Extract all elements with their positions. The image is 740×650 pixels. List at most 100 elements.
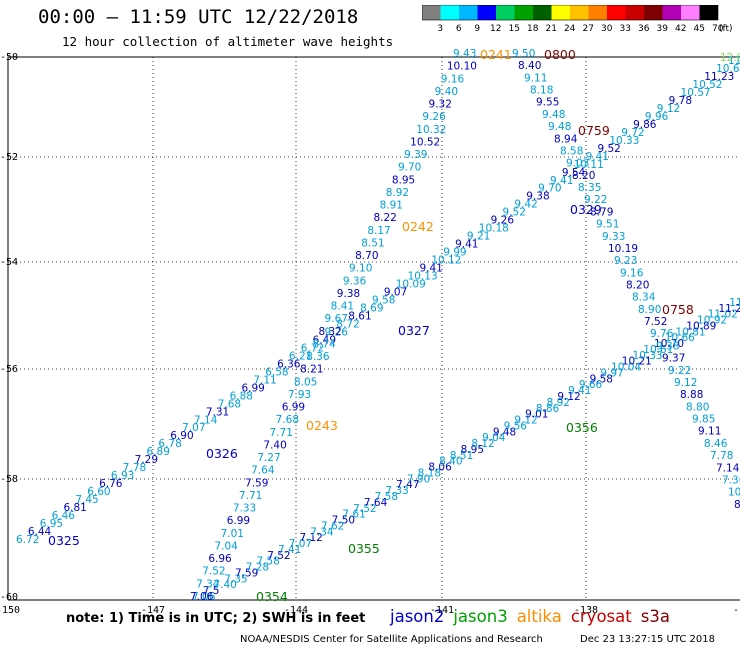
wave-height-label: 8.92 — [547, 397, 570, 409]
wave-height-label: 8.95 — [461, 444, 484, 456]
wave-height-label: 7.14 — [194, 414, 218, 426]
colorbar-level: 45 — [694, 24, 705, 34]
wave-height-label: 7.59 — [235, 567, 258, 579]
wave-height-label: 6.44 — [28, 526, 52, 538]
latitude-label: -52 — [0, 152, 18, 163]
map-title: 00:00 – 11:59 UTC 12/22/2018 — [38, 6, 359, 28]
wave-height-label: 10.32 — [416, 124, 446, 136]
track-cryosat: 9.508.409.118.189.559.489.488.948.589.03… — [512, 47, 740, 511]
wave-height-label: 6.81 — [63, 502, 86, 514]
wave-height-label: 6.90 — [170, 430, 193, 442]
wave-height-label: 9.41 — [586, 151, 609, 163]
wave-height-label: 9.54 — [562, 167, 586, 179]
wave-height-label: 9.56 — [504, 420, 528, 432]
track-time-label: 0758 — [662, 302, 694, 317]
wave-height-label: 8.40 — [518, 60, 541, 72]
wave-height-label: 8.22 — [373, 212, 396, 224]
wave-height-label: 9.78 — [669, 95, 692, 107]
wave-height-label: 9.38 — [656, 340, 679, 352]
wave-height-label: 9.86 — [633, 119, 657, 131]
wave-height-label: 11.56 — [728, 55, 740, 67]
wave-height-label: 7.64 — [364, 497, 388, 509]
wave-height-label: 10.19 — [608, 243, 638, 255]
wave-height-label: 11.23 — [704, 71, 734, 83]
wave-height-label: 11.23 — [719, 303, 740, 315]
wave-height-label: 10.70 — [654, 338, 684, 350]
wave-height-label: 8.18 — [418, 467, 441, 479]
wave-height-label: 9.33 — [602, 231, 625, 243]
colorbar-level: 3 — [437, 24, 443, 34]
track-time-label: 0243 — [306, 418, 338, 433]
track-time-label: 0241 — [480, 47, 512, 62]
footer-credit: NOAA/NESDIS Center for Satellite Applica… — [240, 634, 543, 645]
wave-height-label: 8.21 — [300, 364, 323, 376]
wave-height-label: 7.33 — [233, 503, 256, 515]
wave-height-label: 9.67 — [325, 313, 348, 325]
wave-height-label: 10.66 — [665, 332, 695, 344]
wave-height-label: 7.52 — [644, 316, 667, 328]
wave-height-label: 8.88 — [680, 389, 703, 401]
colorbar-swatch — [496, 5, 515, 20]
wave-height-label: 6.99 — [227, 515, 250, 527]
colorbar-swatch — [681, 5, 700, 20]
track-altika: 9.4310.109.169.409.329.2610.3210.529.399… — [190, 47, 512, 603]
colorbar-level: 24 — [564, 24, 576, 34]
wave-height-label: 9.66 — [579, 379, 603, 391]
wave-height-label: 8.36 — [306, 351, 330, 363]
longitude-label: -147 — [141, 605, 165, 616]
corner-label: 12.0 — [720, 52, 740, 64]
wave-height-label: 9.43 — [453, 48, 476, 60]
wave-height-label: 10.10 — [447, 61, 477, 73]
latitude-label: -56 — [0, 364, 18, 375]
wave-height-label: 9.12 — [657, 103, 680, 115]
wave-height-label: 10.33 — [609, 135, 639, 147]
colorbar-level: 30 — [601, 24, 613, 34]
colorbar-swatch — [625, 5, 644, 20]
latitude-label: -50 — [0, 52, 18, 63]
wave-height-label: 10.12 — [431, 255, 461, 267]
wave-height-label: 7.58 — [256, 556, 279, 568]
legend-item-jason2: jason2 — [390, 607, 445, 626]
wave-height-label: 6.46 — [52, 510, 76, 522]
wave-height-label: 9.48 — [548, 121, 571, 133]
colorbar-level: 12 — [490, 24, 501, 34]
wave-height-label: 8.58 — [560, 145, 583, 157]
wave-height-label: 7.78 — [123, 462, 146, 474]
wave-height-label: 6.21 — [289, 350, 312, 362]
track-time-label: 0326 — [206, 446, 238, 461]
wave-height-label: 6.36 — [277, 358, 301, 370]
wave-height-label: 8.18 — [530, 85, 553, 97]
legend-item-s3a: s3a — [640, 607, 670, 626]
longitude-label: -138 — [574, 605, 598, 616]
wave-height-label: 10.61 — [643, 344, 673, 356]
wave-height-label: 10.09 — [396, 279, 426, 291]
wave-height-label: 6.99 — [282, 402, 305, 414]
wave-height-label: 7.52 — [202, 566, 225, 578]
wave-height-label: 9.42 — [514, 199, 537, 211]
wave-height-label: 10.57 — [681, 87, 711, 99]
wave-height-label: 6.93 — [111, 470, 134, 482]
wave-height-label: 8.92 — [386, 187, 409, 199]
wave-height-label: 7.12 — [299, 532, 322, 544]
wave-height-label: 9.12 — [674, 377, 697, 389]
colorbar-level: 15 — [509, 24, 520, 34]
wave-height-label: 9.70 — [398, 162, 421, 174]
wave-height-label: 9.70 — [538, 183, 561, 195]
wave-height-label: 8.51 — [450, 450, 473, 462]
wave-height-label: 8.72 — [336, 318, 359, 330]
wave-height-label: 9.22 — [584, 194, 607, 206]
colorbar-level: 33 — [620, 24, 631, 34]
wave-height-label: 9.01 — [525, 409, 548, 421]
wave-height-label: 7.14 — [716, 462, 740, 474]
wave-height-label: 10.13 — [408, 271, 438, 283]
wave-height-label: 8.20 — [572, 170, 595, 182]
wave-height-label: 10.18 — [479, 223, 509, 235]
wave-height-label: 6.99 — [241, 382, 264, 394]
graticule — [8, 57, 740, 600]
wave-height-label: 7.71 — [270, 427, 293, 439]
wave-height-label: 10.33 — [633, 350, 663, 362]
satellite-tracks: 6.726.446.956.466.817.456.606.766.937.78… — [16, 47, 740, 604]
wave-height-label: 9.41 — [455, 239, 478, 251]
wave-height-label: 9.26 — [422, 111, 446, 123]
wave-height-label: 9.85 — [692, 414, 715, 426]
